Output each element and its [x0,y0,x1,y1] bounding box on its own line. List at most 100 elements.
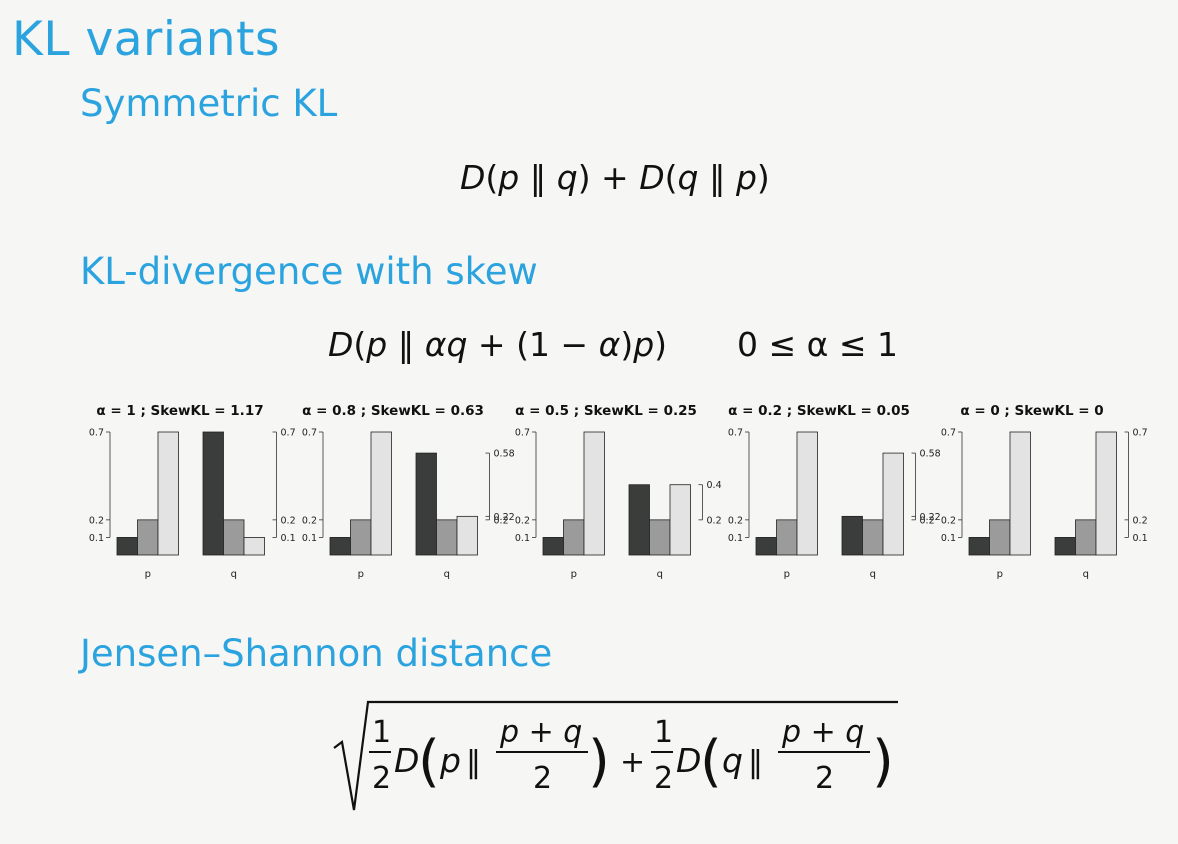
group-label-p: p [571,569,577,580]
svg-text:2: 2 [815,761,834,796]
bar-q-3 [243,537,265,556]
bar-q-2 [436,519,458,556]
group-label-q: q [1083,569,1089,580]
bar-q-2 [1075,519,1097,556]
bar-p-1 [116,537,138,556]
panel-title: α = 0.8 ; SkewKL = 0.63 [302,403,484,419]
formula-alpha-range: 0 ≤ α ≤ 1 [737,325,899,364]
formula-jensen-shannon: 1 2 D ( p ‖ p + q 2 ) + 1 2 D ( q ‖ p + … [333,700,898,811]
bar-p-2 [563,519,585,556]
panel-title: α = 0.2 ; SkewKL = 0.05 [728,403,910,419]
skew-kl-bar-charts: α = 1 ; SkewKL = 1.17p q0.10.20.70.10.20.… [89,403,1148,580]
slide-title: KL variants [12,12,280,67]
skew-panel-1: α = 1 ; SkewKL = 1.17 p q 0.1 0.2 0.7 0.1 0.2 0.… [89,403,296,580]
right-tick-label: 0.22 [920,512,941,523]
bar-q-1 [202,431,224,556]
left-tick-label: 0.7 [941,428,956,439]
group-label-p: p [358,569,364,580]
panel-title: α = 1 ; SkewKL = 1.17 [96,403,263,419]
skew-panel-5: α = 0 ; SkewKL = 0 p q 0.1 0.2 0.7 0.1 0.2 0.7 [941,403,1148,580]
panel-title: α = 0 ; SkewKL = 0 [960,403,1103,419]
bar-q-2 [223,519,245,556]
bar-p-3 [157,431,179,556]
right-tick-label: 0.2 [281,515,296,526]
group-label-p: p [784,569,790,580]
svg-text:1: 1 [372,715,391,750]
group-label-q: q [657,569,663,580]
left-tick-label: 0.7 [302,428,317,439]
left-tick-label: 0.2 [515,515,530,526]
svg-text:(: ( [700,729,722,794]
bar-q-1 [841,515,863,556]
formula-kl-skew: D(p ‖ αq + (1 − α)p) [328,325,668,364]
svg-text:‖: ‖ [748,745,763,780]
bar-p-1 [329,537,351,556]
group-label-q: q [231,569,237,580]
bar-q-1 [1054,537,1076,556]
bar-p-1 [968,537,990,556]
left-tick-label: 0.2 [941,515,956,526]
bar-q-3 [669,484,691,556]
group-label-q: q [444,569,450,580]
right-tick-label: 0.7 [1133,428,1148,439]
left-tick-label: 0.2 [302,515,317,526]
left-tick-label: 0.1 [89,533,104,544]
skew-panel-3: α = 0.5 ; SkewKL = 0.25 p q 0.1 0.2 0.7 0.2 0.4 [515,403,722,580]
bar-q-3 [882,452,904,556]
left-tick-label: 0.7 [89,428,104,439]
svg-text:2: 2 [372,761,391,796]
svg-text:D: D [394,741,419,780]
panel-title: α = 0.5 ; SkewKL = 0.25 [515,403,697,419]
bar-p-1 [542,537,564,556]
right-tick-label: 0.58 [494,449,515,460]
svg-text:): ) [588,729,610,794]
skew-panel-4: α = 0.2 ; SkewKL = 0.05p q0.10.20.70.20.2… [728,403,941,580]
bar-p-2 [776,519,798,556]
svg-text:p + q: p + q [499,715,582,750]
group-label-p: p [997,569,1003,580]
heading-kl-skew: KL-divergence with skew [80,250,538,293]
heading-symmetric-kl: Symmetric KL [80,82,338,125]
svg-text:p: p [439,741,461,780]
right-tick-label: 0.2 [920,515,935,526]
left-tick-label: 0.7 [515,428,530,439]
right-tick-label: 0.2 [494,515,509,526]
right-tick-label: 0.1 [1133,533,1148,544]
bar-p-1 [755,537,777,556]
bar-p-2 [137,519,159,556]
left-tick-label: 0.1 [302,533,317,544]
svg-text:2: 2 [533,761,552,796]
svg-text:1: 1 [654,715,673,750]
right-tick-label: 0.7 [281,428,296,439]
left-tick-label: 0.1 [515,533,530,544]
bar-q-1 [628,484,650,556]
svg-text:(: ( [418,729,440,794]
right-tick-label: 0.2 [707,515,722,526]
left-tick-label: 0.2 [89,515,104,526]
bar-p-3 [370,431,392,556]
svg-text:D: D [676,741,701,780]
left-tick-label: 0.7 [728,428,743,439]
svg-text:+: + [620,745,645,780]
bar-p-3 [583,431,605,556]
bar-p-2 [989,519,1011,556]
svg-text:q: q [722,741,743,780]
bar-p-2 [350,519,372,556]
left-tick-label: 0.1 [941,533,956,544]
bar-q-2 [649,519,671,556]
svg-text:‖: ‖ [466,745,481,780]
bar-q-2 [862,519,884,556]
skew-panel-2: α = 0.8 ; SkewKL = 0.63p q0.10.20.70.20.2… [302,403,515,580]
heading-jensen-shannon: Jensen–Shannon distance [80,632,553,675]
bar-q-1 [415,452,437,556]
right-tick-label: 0.4 [707,480,722,491]
svg-text:2: 2 [654,761,673,796]
right-tick-label: 0.1 [281,533,296,544]
right-tick-label: 0.58 [920,449,941,460]
bar-p-3 [796,431,818,556]
svg-text:): ) [872,729,894,794]
right-tick-label: 0.2 [1133,515,1148,526]
left-tick-label: 0.2 [728,515,743,526]
formula-symmetric-kl: D(p ‖ q) + D(q ‖ p) [460,158,770,197]
right-tick-label: 0.22 [494,512,515,523]
